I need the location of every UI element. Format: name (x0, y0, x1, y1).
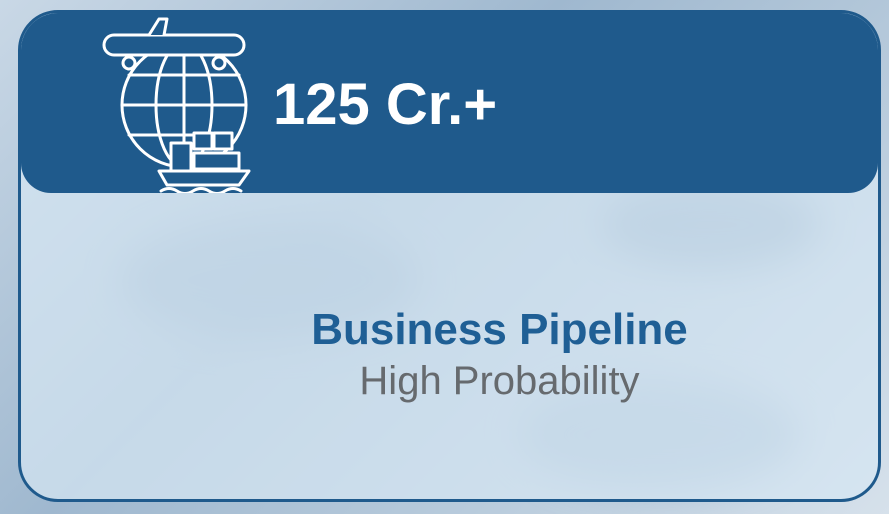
card-subtitle: High Probability (21, 359, 878, 404)
card-header: 125 Cr.+ (21, 13, 878, 193)
logistics-icon (89, 13, 279, 193)
card-title: Business Pipeline (21, 305, 878, 355)
card: 125 Cr.+ Business Pipeline High Probabil… (18, 10, 881, 502)
metric-value: 125 Cr.+ (273, 71, 497, 138)
page: 125 Cr.+ Business Pipeline High Probabil… (0, 0, 889, 514)
